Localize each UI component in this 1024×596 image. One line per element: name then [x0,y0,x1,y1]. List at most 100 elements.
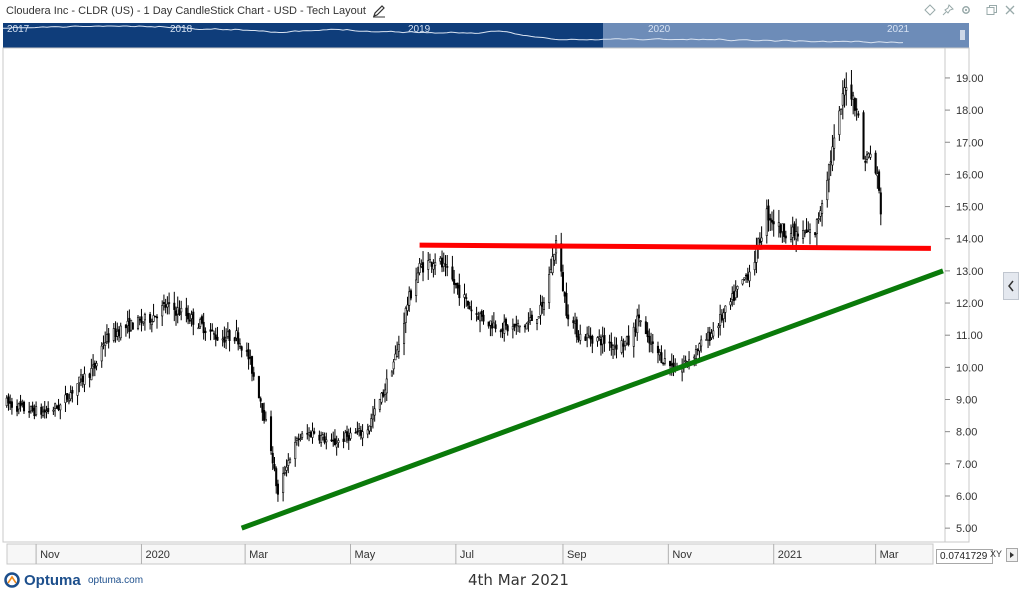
candle-body [185,307,188,317]
candle-body [719,314,722,326]
candle-body [791,226,794,238]
scroll-right-icon[interactable] [1006,548,1018,562]
candle-body [748,271,751,282]
candle-body [337,440,340,443]
y-tick-label: 6.00 [956,491,977,503]
candle-body [615,344,618,350]
candle-body [10,401,13,408]
candle-body [202,321,205,334]
candle-body [468,306,471,310]
candle-body [288,458,292,464]
candle-body [850,84,853,100]
candle-body [427,260,430,270]
candle-body [361,431,364,439]
support-trend-line[interactable] [240,268,944,531]
price-chart[interactable]: 5.00 6.00 7.00 8.00 9.00 10.00 11.00 12.00 13.00… [0,0,1024,566]
candle-body [283,472,286,474]
candle-body [81,376,84,383]
restore-icon[interactable] [986,4,998,16]
candle-body [710,333,713,338]
candle-body [821,203,824,214]
candle-body [5,397,8,406]
candle-body [83,373,86,385]
candle-body [736,286,739,290]
candle-body [92,364,95,367]
candle-body [536,319,539,324]
candle-body [152,315,155,322]
candle-body [807,230,810,233]
brand-name: Optuma [24,572,81,589]
diamond-icon[interactable] [924,4,936,16]
navigator-price-line [3,25,904,44]
candle-body [865,154,869,160]
collapse-panel-button[interactable] [1003,272,1019,300]
candle-body [869,153,872,158]
candle-body [796,233,799,237]
xy-toggle-button[interactable]: XY [990,549,1003,559]
y-tick-label: 12.00 [956,298,984,310]
candle-body [409,290,412,299]
y-tick-label: 14.00 [956,234,984,246]
candle-body [57,405,60,410]
candle-body [465,297,468,299]
zoom-value-field[interactable]: 0.0741729 [936,549,993,564]
resistance-line[interactable] [419,242,931,251]
candle-body [128,317,131,332]
candle-body [624,340,627,347]
candle-body [330,439,333,442]
candle-body [805,229,808,233]
candle-body [295,438,298,441]
candle-body [269,416,273,452]
candle-body [347,435,350,441]
candle-body [368,425,371,432]
candle-body [439,257,442,262]
candle-body [164,304,167,308]
candlestick-series [5,69,882,502]
candle-body [21,403,24,405]
candle-body [489,320,492,326]
candle-body [470,309,473,312]
candle-body [245,350,248,352]
x-axis: Nov 2020 Mar May Jul Sep Nov 2021 Mar [35,544,899,564]
candle-body [651,341,654,344]
candle-body [879,192,882,215]
chart-title: Cloudera Inc - CLDR (US) - 1 Day CandleS… [6,5,366,17]
close-icon[interactable] [1004,4,1016,16]
pin-icon[interactable] [942,4,954,16]
candle-body [415,279,418,296]
candle-body [632,326,635,347]
candle-body [527,321,530,323]
candle-body [575,319,578,338]
candle-body [634,328,637,333]
candle-body [47,408,50,412]
navigator-selection[interactable] [603,23,969,48]
candle-body [732,291,736,301]
candle-body [453,279,456,285]
pencil-icon[interactable] [372,4,386,18]
candle-body [178,309,181,315]
candle-body [548,274,551,304]
candle-body [233,337,236,342]
candle-body [648,335,651,344]
date-range-navigator[interactable]: 2017 2018 2019 2020 2021 [3,23,969,48]
candle-body [587,335,590,338]
candle-body [100,345,103,362]
candle-body [382,391,385,397]
candle-body [694,349,698,359]
candle-body [238,343,241,347]
navigator-handle[interactable] [960,30,965,40]
candle-body [287,460,290,466]
candle-body [705,339,708,341]
candle-body [299,438,302,440]
candle-body [297,438,300,441]
candle-body [442,262,445,267]
x-tick-label: Sep [567,549,587,561]
candle-body [116,330,119,337]
candle-body [318,434,321,441]
candle-body [541,301,544,307]
candle-body [511,326,514,330]
brand-link[interactable]: optuma.com [88,575,144,586]
gear-icon[interactable] [960,4,972,16]
candle-body [408,291,411,306]
candle-body [418,263,421,274]
